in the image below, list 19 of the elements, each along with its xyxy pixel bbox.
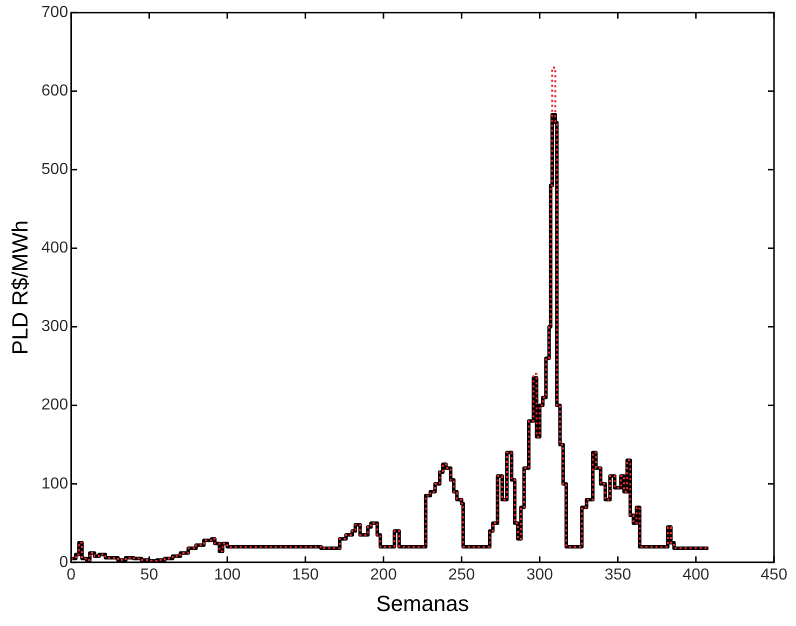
x-tick-label: 200 <box>370 566 397 584</box>
x-tick-label: 250 <box>448 566 476 584</box>
y-axis-title: PLD R$/MWh <box>7 220 32 355</box>
y-tick-label: 200 <box>41 396 68 414</box>
y-tick-label: 500 <box>41 161 68 178</box>
x-tick-label: 450 <box>760 566 788 584</box>
y-tick-label: 100 <box>41 475 68 492</box>
x-tick-label: 150 <box>292 566 319 584</box>
x-tick-label: 50 <box>140 566 158 584</box>
x-axis-title: Semanas <box>376 590 470 616</box>
x-tick-label: 100 <box>214 566 241 584</box>
x-tick-label: 300 <box>526 566 554 584</box>
y-tick-label: 600 <box>41 82 68 100</box>
x-tick-label: 400 <box>682 566 710 584</box>
y-tick-label: 300 <box>41 318 68 336</box>
y-tick-label: 0 <box>59 554 68 571</box>
y-tick-label: 700 <box>41 4 68 22</box>
x-tick-label: 350 <box>604 566 632 584</box>
y-tick-label: 400 <box>41 240 68 257</box>
